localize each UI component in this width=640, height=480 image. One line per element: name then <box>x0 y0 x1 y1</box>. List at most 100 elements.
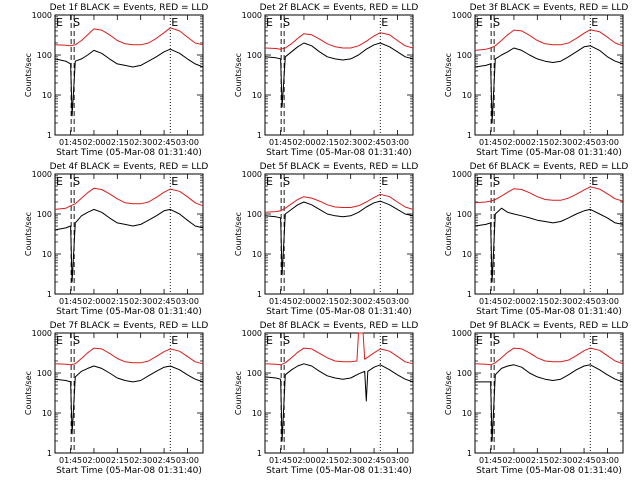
panel-title: Det 4f BLACK = Events, RED = LLD <box>50 162 209 172</box>
y-tick-label: 100 <box>247 210 262 219</box>
x-tick-label: 03:00 <box>386 297 409 306</box>
x-tick-label: 02:00 <box>292 138 315 147</box>
x-tick-label: 02:30 <box>339 297 362 306</box>
x-axis-label: Start Time (05-Mar-08 01:31:40) <box>266 148 412 158</box>
y-axis-label: Counts/sec <box>444 53 453 97</box>
panel-det-5: Det 5f BLACK = Events, RED = LLD 1 10 100 10… <box>234 162 418 317</box>
y-axis-label: Counts/sec <box>24 371 33 415</box>
y-tick-label: 10 <box>462 91 472 100</box>
lld-series-line <box>474 347 624 366</box>
x-tick-label: 02:45 <box>573 138 596 147</box>
x-tick-label: 02:30 <box>129 138 152 147</box>
y-tick-label: 1000 <box>242 329 262 338</box>
y-tick-label: 1 <box>467 290 472 299</box>
marker-label: E <box>476 16 483 29</box>
panel-det-2: Det 2f BLACK = Events, RED = LLD 1 10 100 10… <box>234 3 418 158</box>
x-tick-label: 02:30 <box>549 138 572 147</box>
x-tick-label: 01:45 <box>269 297 292 306</box>
y-tick-label: 1000 <box>452 329 472 338</box>
y-tick-label: 1 <box>257 131 262 140</box>
events-series-line <box>54 365 204 435</box>
x-tick-label: 02:15 <box>526 456 549 465</box>
events-series-line <box>264 363 414 442</box>
panel-det-8: Det 8f BLACK = Events, RED = LLD 1 10 100 10… <box>234 321 418 476</box>
panel-det-9: Det 9f BLACK = Events, RED = LLD 1 10 100 10… <box>444 321 628 476</box>
y-tick-label: 1 <box>47 131 52 140</box>
x-tick-label: 02:45 <box>363 138 386 147</box>
panel-title: Det 1f BLACK = Events, RED = LLD <box>50 3 209 13</box>
marker-label: E <box>266 16 273 29</box>
x-tick-label: 01:45 <box>479 297 502 306</box>
panel-title: Det 2f BLACK = Events, RED = LLD <box>260 3 419 13</box>
events-series-line <box>264 200 414 276</box>
events-series-line <box>475 364 624 442</box>
x-axis-label: Start Time (05-Mar-08 01:31:40) <box>56 466 202 476</box>
x-tick-label: 03:00 <box>176 297 199 306</box>
y-tick-label: 100 <box>457 210 472 219</box>
x-tick-label: 02:45 <box>153 138 176 147</box>
y-tick-label: 1 <box>467 449 472 458</box>
lld-series-line <box>474 186 624 204</box>
marker-label: E <box>266 175 273 188</box>
marker-label: E <box>171 175 178 188</box>
x-tick-label: 02:30 <box>549 297 572 306</box>
y-tick-label: 100 <box>247 369 262 378</box>
y-tick-label: 100 <box>247 51 262 60</box>
x-tick-label: 01:45 <box>59 297 82 306</box>
marker-label: E <box>56 334 63 347</box>
marker-label: E <box>591 334 598 347</box>
y-tick-label: 1000 <box>32 170 52 179</box>
x-axis-label: Start Time (05-Mar-08 01:31:40) <box>476 307 622 317</box>
marker-label: E <box>381 16 388 29</box>
x-tick-label: 02:30 <box>339 456 362 465</box>
y-axis-label: Counts/sec <box>24 53 33 97</box>
panel-det-6: Det 6f BLACK = Events, RED = LLD 1 10 100 10… <box>444 162 628 317</box>
lld-series-line <box>54 347 204 366</box>
y-axis-label: Counts/sec <box>24 212 33 256</box>
y-tick-label: 1 <box>47 449 52 458</box>
marker-label: S <box>73 175 80 188</box>
y-tick-label: 1 <box>257 290 262 299</box>
y-tick-label: 1 <box>47 290 52 299</box>
y-axis-label: Counts/sec <box>444 212 453 256</box>
x-tick-label: 02:45 <box>363 456 386 465</box>
x-tick-label: 03:00 <box>176 138 199 147</box>
y-tick-label: 100 <box>37 210 52 219</box>
x-tick-label: 01:45 <box>479 456 502 465</box>
panel-title: Det 9f BLACK = Events, RED = LLD <box>470 321 629 331</box>
x-tick-label: 02:00 <box>502 297 525 306</box>
x-tick-label: 02:15 <box>526 138 549 147</box>
x-tick-label: 02:00 <box>292 456 315 465</box>
marker-label: S <box>493 16 500 29</box>
marker-label: E <box>476 175 483 188</box>
x-axis-label: Start Time (05-Mar-08 01:31:40) <box>56 148 202 158</box>
x-axis-label: Start Time (05-Mar-08 01:31:40) <box>266 307 412 317</box>
events-series-line <box>474 45 624 124</box>
x-tick-label: 03:00 <box>596 138 619 147</box>
x-tick-label: 02:00 <box>82 456 105 465</box>
x-tick-label: 02:00 <box>82 138 105 147</box>
y-tick-label: 10 <box>252 250 262 259</box>
x-tick-label: 02:15 <box>106 297 129 306</box>
x-axis-label: Start Time (05-Mar-08 01:31:40) <box>266 466 412 476</box>
plot-frame <box>474 332 624 454</box>
y-tick-label: 10 <box>42 409 52 418</box>
marker-label: E <box>56 16 63 29</box>
y-tick-label: 1 <box>257 449 262 458</box>
x-tick-label: 02:30 <box>339 138 362 147</box>
y-tick-label: 10 <box>462 250 472 259</box>
x-tick-label: 02:30 <box>549 456 572 465</box>
x-tick-label: 02:00 <box>502 456 525 465</box>
y-tick-label: 100 <box>457 369 472 378</box>
x-tick-label: 02:00 <box>292 297 315 306</box>
y-tick-label: 1000 <box>452 11 472 20</box>
x-tick-label: 02:30 <box>129 456 152 465</box>
y-tick-label: 100 <box>457 51 472 60</box>
marker-label: S <box>283 16 290 29</box>
marker-label: S <box>73 334 80 347</box>
y-tick-label: 1000 <box>452 170 472 179</box>
plot-frame <box>474 14 624 136</box>
x-axis-label: Start Time (05-Mar-08 01:31:40) <box>476 148 622 158</box>
plot-frame <box>474 173 624 295</box>
marker-label: E <box>266 334 273 347</box>
